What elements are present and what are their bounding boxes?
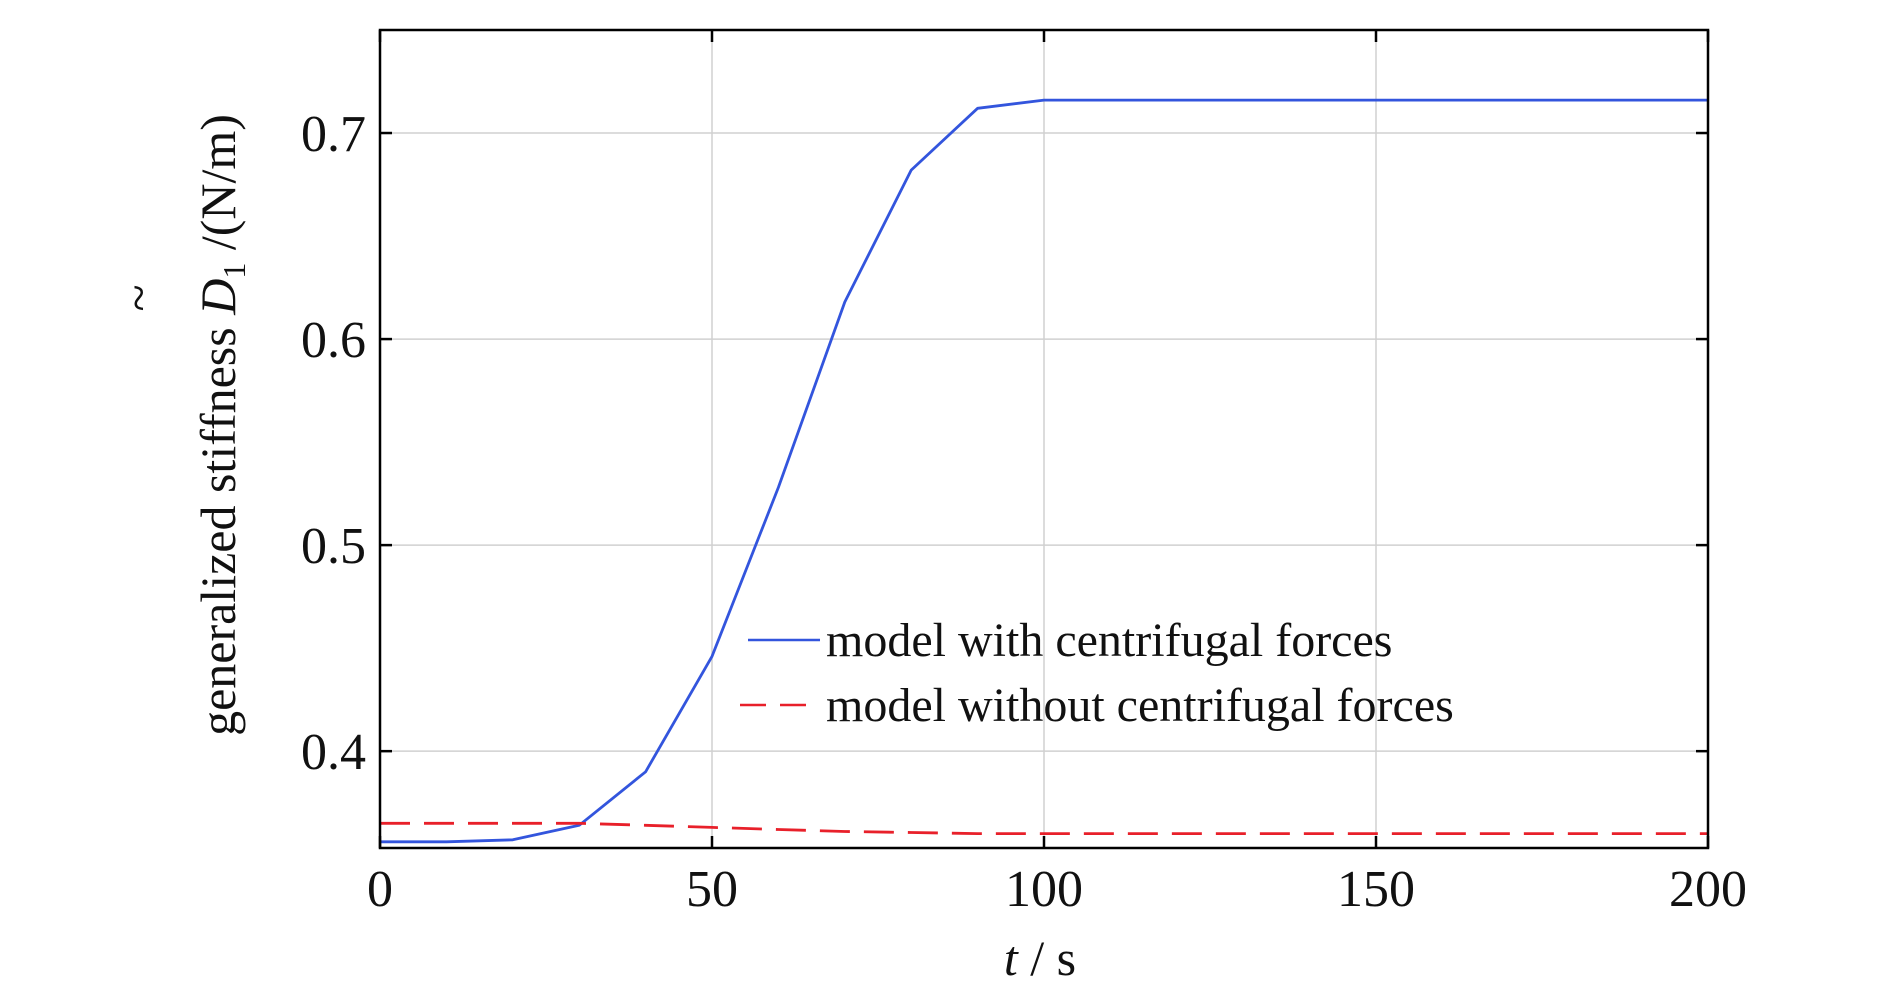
y-tick-label: 0.7 (301, 106, 366, 163)
series-line-without-centrifugal (380, 821, 1708, 835)
tick-layer (378, 30, 1710, 848)
x-tick-label: 100 (1005, 861, 1083, 918)
y-axis-text: generalized stiffness (190, 315, 246, 736)
y-axis-label: generalized stiffness D1 /(N/m) (190, 114, 252, 736)
x-tick-label: 150 (1337, 861, 1415, 918)
tick-label-layer: 0 50 100 150 200 0.4 0.5 0.6 0.7 (301, 106, 1747, 918)
x-tick-label: 50 (686, 861, 738, 918)
x-axis-label: t / s (1004, 930, 1076, 986)
y-tick-label: 0.5 (301, 518, 366, 575)
x-axis-unit: / s (1018, 930, 1076, 986)
y-axis-symbol: D (190, 279, 246, 316)
series-layer (380, 98, 1708, 844)
x-tick-label: 200 (1669, 861, 1747, 918)
series-line-with-centrifugal (380, 98, 1708, 844)
legend: model with centrifugal forces model with… (740, 614, 1454, 732)
x-tick-label: 0 (367, 861, 393, 918)
y-tick-label: 0.6 (301, 312, 366, 369)
y-axis-subscript: 1 (216, 263, 252, 279)
y-axis-unit: /(N/m) (190, 114, 246, 263)
x-axis-variable: t (1004, 930, 1019, 986)
y-tick-label: 0.4 (301, 724, 366, 781)
grid-layer (380, 30, 1708, 848)
legend-label-without-centrifugal: model without centrifugal forces (826, 679, 1454, 732)
y-axis-tilde: ~ (110, 284, 166, 311)
legend-label-with-centrifugal: model with centrifugal forces (826, 614, 1392, 667)
